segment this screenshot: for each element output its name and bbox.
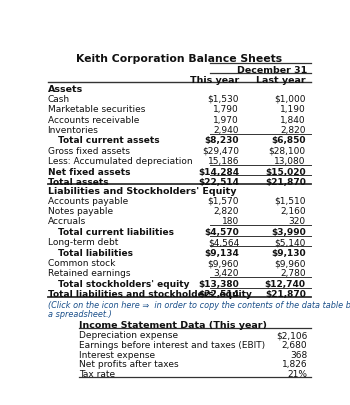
Text: Less: Accumulated depreciation: Less: Accumulated depreciation	[48, 157, 192, 166]
Text: 15,186: 15,186	[208, 157, 239, 166]
Text: Long-term debt: Long-term debt	[48, 238, 118, 247]
Text: 368: 368	[290, 350, 307, 359]
Text: 13,080: 13,080	[274, 157, 306, 166]
Text: $21,870: $21,870	[265, 290, 306, 298]
Text: Net fixed assets: Net fixed assets	[48, 167, 130, 176]
Text: Marketable securities: Marketable securities	[48, 105, 145, 114]
Text: 1,970: 1,970	[213, 115, 239, 124]
Text: Total stockholders' equity: Total stockholders' equity	[58, 279, 189, 288]
Text: 320: 320	[288, 217, 306, 226]
Text: Cash: Cash	[48, 94, 70, 104]
Text: $5,140: $5,140	[274, 238, 306, 247]
Text: Total current liabilities: Total current liabilities	[58, 227, 174, 236]
Text: $29,470: $29,470	[202, 146, 239, 156]
Text: Assets: Assets	[48, 85, 83, 94]
Text: $2,106: $2,106	[276, 330, 307, 339]
Text: 1,826: 1,826	[282, 359, 307, 368]
Text: Total assets: Total assets	[48, 177, 108, 186]
Text: 2,780: 2,780	[280, 269, 306, 278]
Text: $9,130: $9,130	[271, 248, 306, 257]
Text: $22,514: $22,514	[198, 177, 239, 186]
Text: 2,680: 2,680	[282, 340, 307, 349]
Text: Liabilities and Stockholders' Equity: Liabilities and Stockholders' Equity	[48, 186, 236, 195]
Text: Notes payable: Notes payable	[48, 207, 113, 215]
Text: 3,420: 3,420	[214, 269, 239, 278]
Text: $15,020: $15,020	[265, 167, 306, 176]
Text: (Click on the icon here ⇒  in order to copy the contents of the data table below: (Click on the icon here ⇒ in order to co…	[48, 301, 350, 310]
Text: $28,100: $28,100	[268, 146, 306, 156]
Text: $13,380: $13,380	[198, 279, 239, 288]
Text: Depreciation expense: Depreciation expense	[79, 330, 178, 339]
Text: $9,134: $9,134	[204, 248, 239, 257]
Text: $22,514: $22,514	[198, 290, 239, 298]
Text: $1,000: $1,000	[274, 94, 306, 104]
Text: December 31: December 31	[237, 66, 308, 75]
Text: Tax rate: Tax rate	[79, 369, 115, 378]
Text: Interest expense: Interest expense	[79, 350, 155, 359]
Text: Net profits after taxes: Net profits after taxes	[79, 359, 178, 368]
Text: $8,230: $8,230	[204, 136, 239, 145]
Text: $12,740: $12,740	[265, 279, 306, 288]
Text: $21,870: $21,870	[265, 177, 306, 186]
Text: Keith Corporation Balance Sheets: Keith Corporation Balance Sheets	[76, 54, 282, 64]
Text: $1,570: $1,570	[208, 196, 239, 205]
Text: Last year: Last year	[256, 75, 306, 85]
Text: 1,790: 1,790	[213, 105, 239, 114]
Text: 1,190: 1,190	[280, 105, 306, 114]
Text: 2,820: 2,820	[214, 207, 239, 215]
Text: $9,960: $9,960	[208, 258, 239, 267]
Text: $14,284: $14,284	[198, 167, 239, 176]
Text: $6,850: $6,850	[271, 136, 306, 145]
Text: Gross fixed assets: Gross fixed assets	[48, 146, 130, 156]
Text: $3,990: $3,990	[271, 227, 306, 236]
Text: $4,564: $4,564	[208, 238, 239, 247]
Text: Accounts payable: Accounts payable	[48, 196, 128, 205]
Text: Total liabilities and stockholders' equity: Total liabilities and stockholders' equi…	[48, 290, 252, 298]
Text: Income Statement Data (This year): Income Statement Data (This year)	[79, 321, 267, 330]
Text: 2,160: 2,160	[280, 207, 306, 215]
Text: 180: 180	[222, 217, 239, 226]
Text: 2,820: 2,820	[280, 126, 306, 134]
Text: $1,510: $1,510	[274, 196, 306, 205]
Text: $1,530: $1,530	[208, 94, 239, 104]
Text: $9,960: $9,960	[274, 258, 306, 267]
Text: Total liabilities: Total liabilities	[58, 248, 133, 257]
Text: 21%: 21%	[287, 369, 307, 378]
Text: Common stock: Common stock	[48, 258, 115, 267]
Text: This year: This year	[190, 75, 239, 85]
Text: $4,570: $4,570	[204, 227, 239, 236]
Text: a spreadsheet.): a spreadsheet.)	[48, 309, 111, 318]
Text: Earnings before interest and taxes (EBIT): Earnings before interest and taxes (EBIT…	[79, 340, 265, 349]
Text: 1,840: 1,840	[280, 115, 306, 124]
Text: Inventories: Inventories	[48, 126, 98, 134]
Text: 2,940: 2,940	[214, 126, 239, 134]
Text: Accruals: Accruals	[48, 217, 86, 226]
Text: Total current assets: Total current assets	[58, 136, 159, 145]
Text: Retained earnings: Retained earnings	[48, 269, 130, 278]
Text: Accounts receivable: Accounts receivable	[48, 115, 139, 124]
